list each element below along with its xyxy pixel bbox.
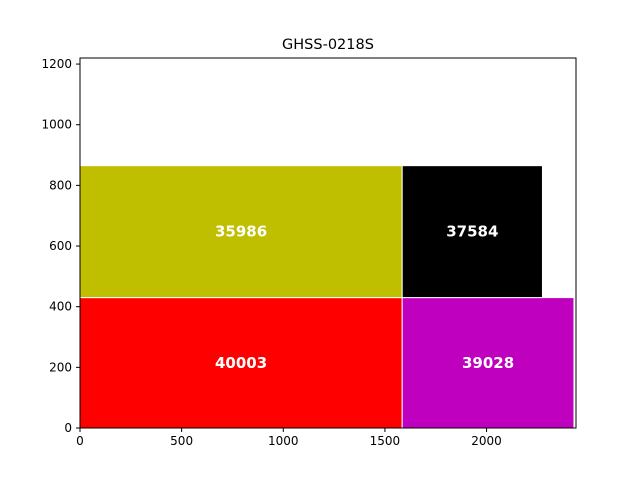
y-tick-label: 600 xyxy=(49,239,72,253)
plot-area: 40003 39028 35986 37584 xyxy=(79,165,575,429)
plot-frame xyxy=(79,57,577,429)
rectangle-label: 35986 xyxy=(215,223,267,241)
rectangle-label: 40003 xyxy=(215,354,267,372)
y-tick-label: 200 xyxy=(49,360,72,374)
rectangle-37584 xyxy=(401,165,543,299)
y-tick-label: 1200 xyxy=(41,57,72,71)
x-tick-label: 1000 xyxy=(268,434,299,448)
rectangle-39028 xyxy=(401,297,575,429)
y-tick-label: 800 xyxy=(49,178,72,192)
rectangle-label: 37584 xyxy=(446,223,498,241)
rectangle-label: 39028 xyxy=(462,354,514,372)
x-tick-label: 0 xyxy=(76,434,84,448)
x-tick-label: 500 xyxy=(170,434,193,448)
chart-title: GHSS-0218S xyxy=(282,37,374,53)
x-tick-label: 1500 xyxy=(370,434,401,448)
y-tick-label: 400 xyxy=(49,300,72,314)
rectangle-40003 xyxy=(79,297,403,429)
x-tick-label: 2000 xyxy=(471,434,502,448)
y-tick-label: 0 xyxy=(64,421,72,435)
rectangle-35986 xyxy=(79,165,403,299)
y-axis: 0 200 400 600 800 1000 1200 xyxy=(41,57,80,435)
x-axis: 0 500 1000 1500 2000 xyxy=(76,428,502,448)
y-tick-label: 1000 xyxy=(41,118,72,132)
